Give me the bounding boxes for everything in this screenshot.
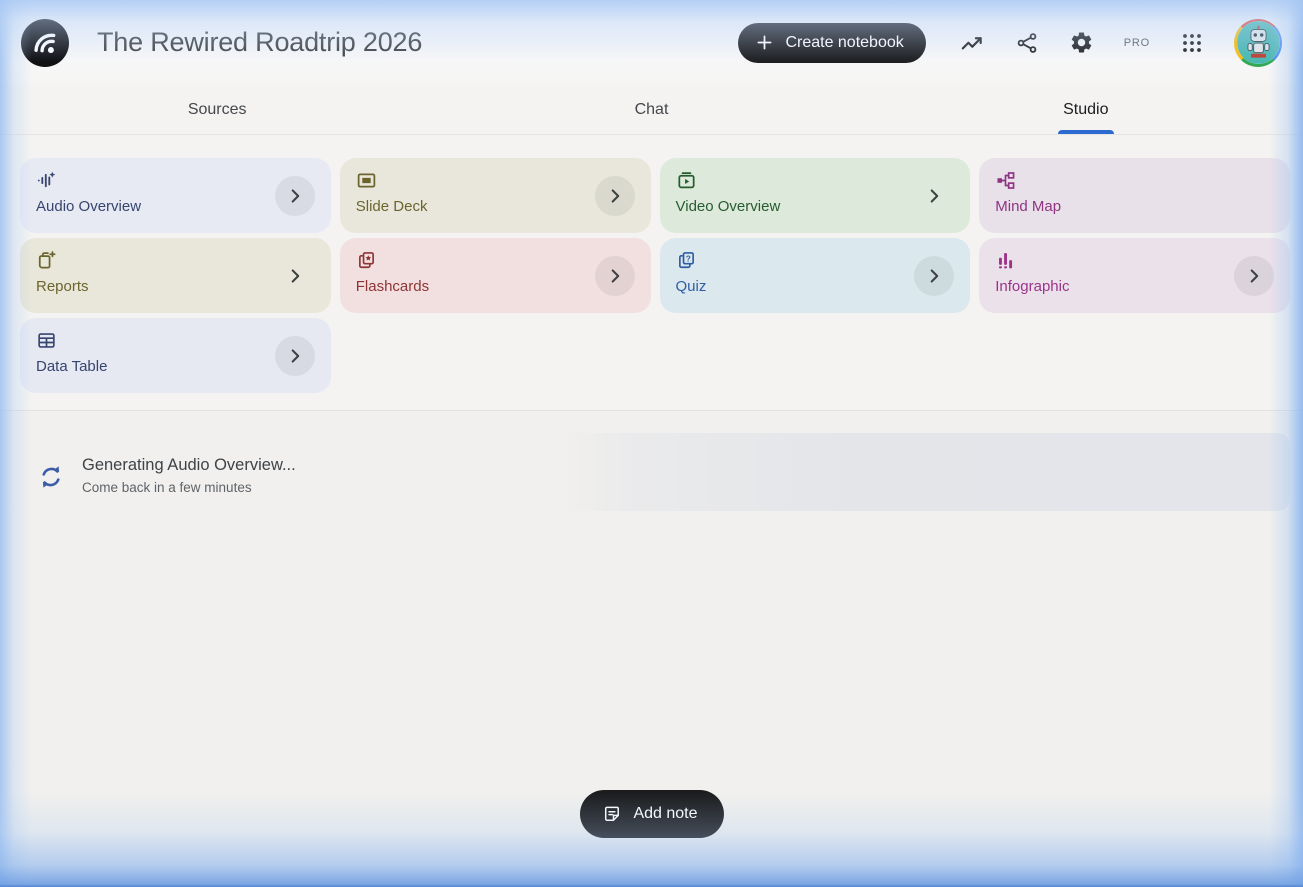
slide-deck-icon	[356, 170, 635, 191]
create-notebook-label: Create notebook	[785, 33, 904, 51]
panel-tabbar: Sources Chat Studio	[0, 85, 1303, 135]
note-icon	[601, 804, 621, 824]
create-notebook-button[interactable]: Create notebook	[738, 22, 926, 63]
open-quiz-button[interactable]	[914, 255, 955, 296]
chevron-right-icon	[284, 345, 306, 367]
studio-card-slide-deck[interactable]: Slide Deck	[339, 158, 651, 233]
studio-card-quiz[interactable]: ? Quiz	[659, 238, 971, 313]
generating-status: Generating Audio Overview... Come back i…	[38, 456, 296, 495]
studio-card-reports[interactable]: Reports	[20, 238, 331, 313]
open-video-overview-button[interactable]	[914, 176, 954, 216]
generating-title: Generating Audio Overview...	[82, 456, 296, 474]
card-label: Slide Deck	[355, 198, 428, 215]
open-reports-button[interactable]	[275, 256, 315, 296]
tab-sources-label: Sources	[187, 100, 247, 118]
card-label: Reports	[36, 278, 89, 295]
open-audio-overview-button[interactable]	[274, 175, 315, 216]
open-slide-deck-button[interactable]	[594, 175, 635, 216]
audio-waveform-icon	[36, 170, 315, 191]
tab-studio-label: Studio	[1063, 100, 1109, 118]
add-note-button[interactable]: Add note	[579, 790, 724, 838]
analytics-trending-up-icon[interactable]	[959, 30, 985, 56]
tab-chat-label: Chat	[634, 100, 669, 118]
add-note-label: Add note	[633, 805, 698, 822]
user-avatar[interactable]	[1234, 18, 1282, 67]
chevron-right-icon	[604, 185, 626, 207]
video-overview-icon	[676, 170, 955, 191]
studio-card-audio-overview[interactable]: Audio Overview	[20, 158, 331, 233]
settings-gear-icon[interactable]	[1069, 30, 1095, 56]
card-label: Audio Overview	[36, 198, 142, 215]
notebook-title[interactable]: The Rewired Roadtrip 2026	[97, 27, 423, 57]
card-label: Quiz	[675, 278, 707, 295]
chevron-right-icon	[923, 265, 945, 287]
card-label: Mind Map	[995, 198, 1062, 215]
sync-spinner-icon	[38, 464, 64, 495]
data-table-icon	[36, 330, 315, 351]
reports-icon	[36, 250, 315, 271]
open-data-table-button[interactable]	[274, 335, 315, 376]
open-infographic-button[interactable]	[1234, 255, 1274, 296]
flashcards-icon	[356, 250, 635, 271]
studio-card-video-overview[interactable]: Video Overview	[659, 158, 971, 233]
loading-skeleton-bar	[560, 433, 1290, 511]
infographic-icon	[995, 250, 1274, 271]
notes-panel: Generating Audio Overview... Come back i…	[0, 412, 1303, 887]
chevron-right-icon	[923, 185, 945, 207]
generating-subtitle: Come back in a few minutes	[82, 480, 252, 495]
chevron-right-icon	[284, 265, 306, 287]
app-header: The Rewired Roadtrip 2026 Create noteboo…	[0, 0, 1303, 85]
studio-card-flashcards[interactable]: Flashcards	[339, 238, 651, 313]
tab-chat[interactable]: Chat	[434, 85, 868, 134]
studio-cards-grid: Audio Overview Slide Deck Video Overview…	[20, 158, 1290, 393]
studio-card-data-table[interactable]: Data Table	[20, 318, 331, 393]
chevron-right-icon	[1243, 265, 1265, 287]
tab-sources[interactable]: Sources	[0, 85, 434, 134]
active-tab-indicator	[1057, 130, 1114, 134]
studio-panel: Audio Overview Slide Deck Video Overview…	[0, 136, 1303, 411]
studio-card-mind-map[interactable]: Mind Map	[979, 158, 1290, 233]
chevron-right-icon	[604, 265, 626, 287]
tab-studio[interactable]: Studio	[869, 85, 1303, 134]
card-label: Video Overview	[675, 198, 781, 215]
notebooklm-logo-icon[interactable]	[21, 18, 69, 67]
share-icon[interactable]	[1014, 30, 1040, 56]
open-flashcards-button[interactable]	[594, 255, 635, 296]
mind-map-icon	[995, 170, 1274, 191]
chevron-right-icon	[284, 185, 306, 207]
quiz-icon: ?	[676, 250, 955, 271]
plus-icon	[754, 32, 775, 53]
svg-text:?: ?	[685, 253, 690, 263]
studio-card-infographic[interactable]: Infographic	[979, 238, 1290, 313]
card-label: Flashcards	[355, 278, 430, 295]
card-label: Data Table	[36, 358, 108, 375]
card-label: Infographic	[995, 278, 1070, 295]
apps-grid-icon[interactable]	[1179, 30, 1205, 56]
pro-badge: PRO	[1123, 36, 1150, 49]
